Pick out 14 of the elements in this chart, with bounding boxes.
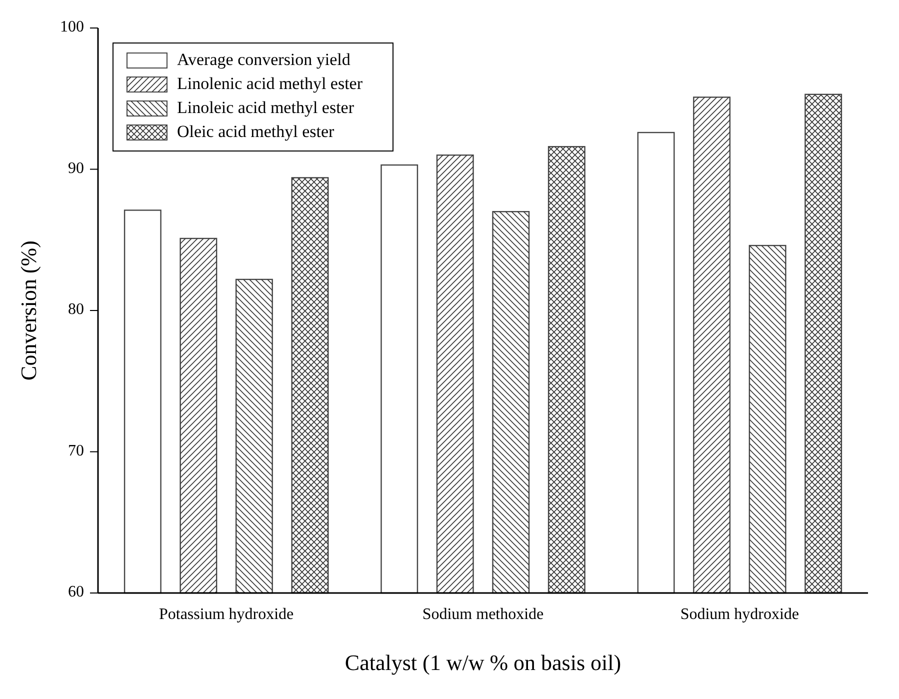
- legend-label: Average conversion yield: [177, 50, 351, 69]
- x-axis-title: Catalyst (1 w/w % on basis oil): [344, 650, 622, 675]
- y-tick-label: 60: [68, 584, 84, 601]
- legend-label: Linolenic acid methyl ester: [177, 74, 363, 93]
- y-tick-label: 70: [68, 442, 84, 460]
- y-tick-label: 80: [68, 301, 84, 318]
- y-tick-label: 100: [60, 18, 84, 36]
- y-tick-label: 90: [68, 160, 84, 177]
- x-tick-label: Sodium methoxide: [422, 606, 544, 623]
- legend-label: Linoleic acid methyl ester: [177, 98, 354, 117]
- legend-label: Oleic acid methyl ester: [177, 122, 335, 141]
- x-tick-label: Sodium hydroxide: [680, 606, 800, 623]
- y-axis-title: Conversion (%): [16, 240, 41, 380]
- x-tick-label: Potassium hydroxide: [158, 606, 294, 623]
